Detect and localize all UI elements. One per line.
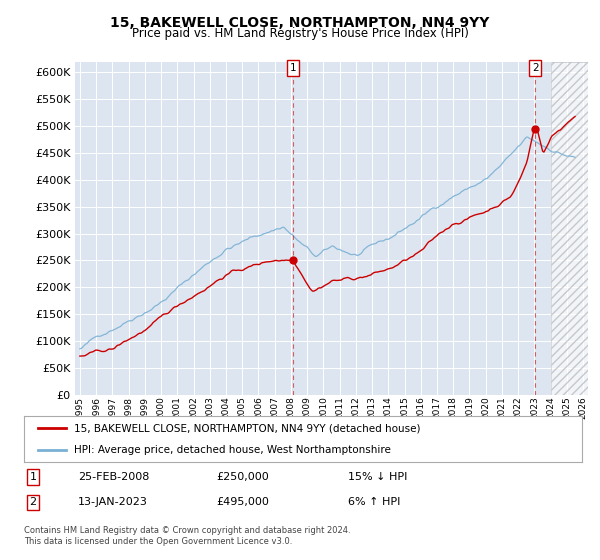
Text: HPI: Average price, detached house, West Northamptonshire: HPI: Average price, detached house, West… — [74, 445, 391, 455]
Text: 1: 1 — [29, 472, 37, 482]
Text: 2: 2 — [532, 63, 538, 73]
Text: 15% ↓ HPI: 15% ↓ HPI — [348, 472, 407, 482]
Text: Contains HM Land Registry data © Crown copyright and database right 2024.
This d: Contains HM Land Registry data © Crown c… — [24, 526, 350, 546]
Text: 2: 2 — [29, 497, 37, 507]
Text: 6% ↑ HPI: 6% ↑ HPI — [348, 497, 400, 507]
Text: £250,000: £250,000 — [216, 472, 269, 482]
Text: 13-JAN-2023: 13-JAN-2023 — [78, 497, 148, 507]
Text: 1: 1 — [290, 63, 296, 73]
Text: £495,000: £495,000 — [216, 497, 269, 507]
Text: 15, BAKEWELL CLOSE, NORTHAMPTON, NN4 9YY (detached house): 15, BAKEWELL CLOSE, NORTHAMPTON, NN4 9YY… — [74, 423, 421, 433]
Text: Price paid vs. HM Land Registry's House Price Index (HPI): Price paid vs. HM Land Registry's House … — [131, 27, 469, 40]
Bar — [551, 62, 600, 395]
Text: 15, BAKEWELL CLOSE, NORTHAMPTON, NN4 9YY: 15, BAKEWELL CLOSE, NORTHAMPTON, NN4 9YY — [110, 16, 490, 30]
Text: 25-FEB-2008: 25-FEB-2008 — [78, 472, 149, 482]
